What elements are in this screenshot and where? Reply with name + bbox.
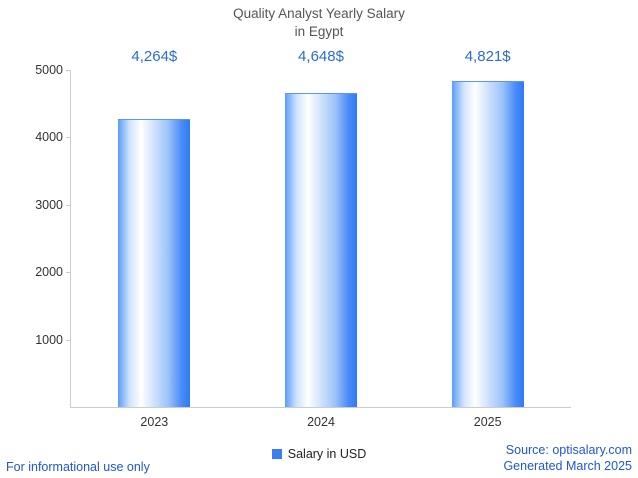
legend-swatch-salary	[271, 449, 282, 459]
y-tick-label-4000: 4000	[35, 130, 63, 145]
y-tick-label-5000: 5000	[35, 63, 63, 77]
y-tick-mark	[66, 339, 70, 341]
y-tick-label-3000: 3000	[35, 197, 63, 212]
y-tick-label-1000: 1000	[35, 332, 63, 347]
x-tick-label-2023: 2023	[140, 415, 169, 429]
disclaimer-text: For informational use only	[6, 460, 150, 474]
chart-title-line2: in Egypt	[294, 24, 344, 40]
chart-title: Quality Analyst Yearly Salary in Egypt	[0, 5, 638, 41]
x-tick-label-2024: 2024	[307, 415, 335, 429]
generated-date: Generated March 2025	[503, 458, 632, 473]
bar-2025	[451, 81, 524, 407]
y-tick-mark	[66, 70, 70, 71]
source-link[interactable]: Source: optisalary.com	[505, 442, 632, 457]
bar-value-label-2023: 4,264$	[131, 48, 178, 65]
chart-title-line1: Quality Analyst Yearly Salary	[233, 6, 405, 21]
source-block: Source: optisalary.com Generated March 2…	[503, 442, 632, 475]
y-tick-mark	[66, 137, 70, 139]
y-tick-mark	[66, 272, 70, 274]
y-tick-label-2000: 2000	[35, 265, 63, 280]
bar-2023	[118, 118, 191, 407]
y-tick-mark	[66, 204, 70, 206]
plot-area: 1000 2000 3000 4000 5000 4,264$ 2023 4,648$ 2024…	[35, 48, 571, 429]
bar-value-label-2025: 4,821$	[464, 48, 511, 65]
bar-value-label-2024: 4,648$	[298, 48, 344, 65]
x-tick-label-2025: 2025	[473, 415, 502, 429]
legend: Salary in USD	[0, 447, 638, 461]
bar-2024	[285, 92, 357, 407]
legend-label: Salary in USD	[287, 447, 367, 461]
